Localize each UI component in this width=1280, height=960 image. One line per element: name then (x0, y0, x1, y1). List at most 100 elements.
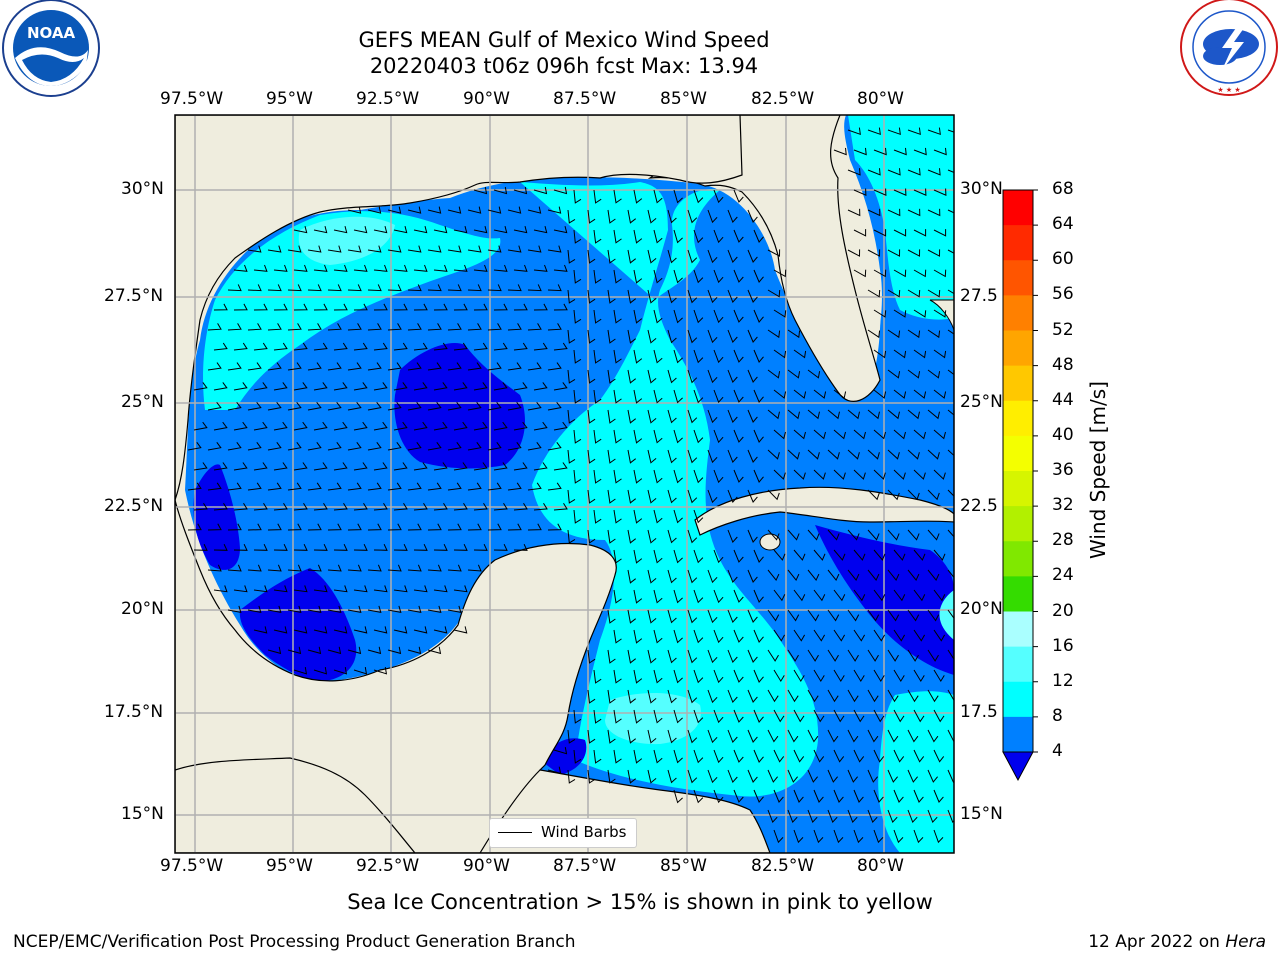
wind-barb (773, 789, 784, 803)
wind-barb (507, 206, 522, 214)
wind-barb (573, 349, 582, 364)
wind-barb (853, 429, 866, 440)
wind-barb (313, 462, 328, 471)
wind-barb (187, 523, 202, 531)
wind-barb (747, 529, 758, 543)
wind-barb (353, 502, 368, 511)
wind-barb (627, 769, 637, 784)
wind-barb (833, 829, 844, 844)
wind-barb (473, 264, 488, 272)
wind-barb (947, 689, 954, 702)
wind-barb (613, 749, 622, 764)
wind-barb (393, 342, 408, 351)
wind-barb (253, 462, 268, 471)
wind-barb (727, 209, 738, 224)
wind-barb (927, 127, 941, 136)
wind-barb (413, 502, 428, 511)
wind-barb (653, 349, 663, 364)
wind-barb (947, 609, 954, 620)
wind-barb (393, 421, 408, 431)
wind-barb (847, 529, 860, 541)
wind-barb (833, 629, 846, 642)
wind-barb (867, 729, 879, 743)
wind-barb (633, 429, 643, 444)
wind-barb (467, 482, 482, 491)
wind-barb (273, 382, 288, 391)
wind-barb (893, 669, 905, 683)
wind-barb (193, 543, 208, 551)
wind-barb (293, 626, 308, 634)
cuba-land (694, 486, 954, 536)
wind-barb (707, 649, 718, 664)
wind-barb (907, 609, 920, 622)
wind-barb (713, 429, 724, 444)
wind-barb (387, 523, 402, 531)
wind-barb (793, 389, 807, 399)
wind-barb (547, 442, 562, 451)
wind-barb (307, 284, 322, 292)
wind-barb (587, 249, 596, 264)
wind-barb (753, 389, 764, 403)
wind-barb (907, 529, 920, 541)
wind-barb (307, 442, 322, 451)
lat-label-right: 20°N (960, 599, 1003, 619)
wind-barb (647, 569, 657, 584)
wind-barb (927, 289, 941, 298)
wind-barb (687, 609, 698, 624)
wind-barb (607, 769, 616, 784)
wind-barb (927, 208, 941, 217)
wind-barb (287, 284, 302, 292)
wind-barb (933, 589, 946, 602)
wind-barb (507, 482, 522, 491)
wind-barb (527, 482, 542, 491)
lat-label-right: 15°N (960, 804, 1003, 824)
wind-barb (913, 829, 924, 844)
wind-barb (353, 264, 368, 272)
wind-barb (873, 469, 886, 480)
wind-barb (727, 409, 738, 424)
wind-barb (507, 362, 522, 371)
wind-barb (607, 449, 616, 464)
wind-barb (453, 264, 468, 272)
wind-barb (767, 249, 781, 257)
wind-barb (427, 523, 442, 531)
wind-barb (907, 689, 919, 703)
wind-barb (913, 309, 927, 318)
wind-barb (933, 749, 945, 763)
wind-barb (367, 284, 382, 292)
wind-barb (767, 529, 780, 541)
wind-barb (867, 609, 880, 622)
wind-barb (447, 401, 462, 411)
wind-barb (607, 649, 616, 664)
wind-barb (613, 669, 622, 684)
colorbar-segment (1003, 330, 1033, 367)
wind-barb (513, 186, 528, 195)
wind-barb (593, 269, 602, 284)
wind-barb (873, 309, 887, 318)
wind-barb (253, 264, 268, 272)
wind-barb (873, 549, 886, 561)
colorbar-tick-label: 36 (1052, 460, 1074, 480)
wind-barb (373, 502, 388, 511)
wind-barb (647, 489, 657, 504)
wind-barb (693, 189, 704, 204)
wind-barb (473, 342, 488, 351)
wind-barb (847, 409, 860, 420)
wind-barb (587, 369, 596, 384)
wind-barb (553, 382, 568, 391)
wind-barb (847, 449, 860, 460)
wind-barb (447, 564, 462, 572)
wind-barb (887, 689, 899, 703)
wind-barb (907, 489, 920, 501)
wind-barb (813, 709, 825, 723)
wind-barb (593, 189, 602, 204)
wind-barb (773, 589, 786, 602)
wind-barb (747, 689, 758, 703)
wind-barb (733, 549, 744, 563)
wind-barb (573, 469, 582, 484)
colorbar-segment (1003, 260, 1033, 296)
wind-barb (713, 229, 724, 244)
wind-barb (673, 709, 683, 724)
wind-barb (613, 389, 622, 404)
wind-barb (693, 469, 704, 484)
